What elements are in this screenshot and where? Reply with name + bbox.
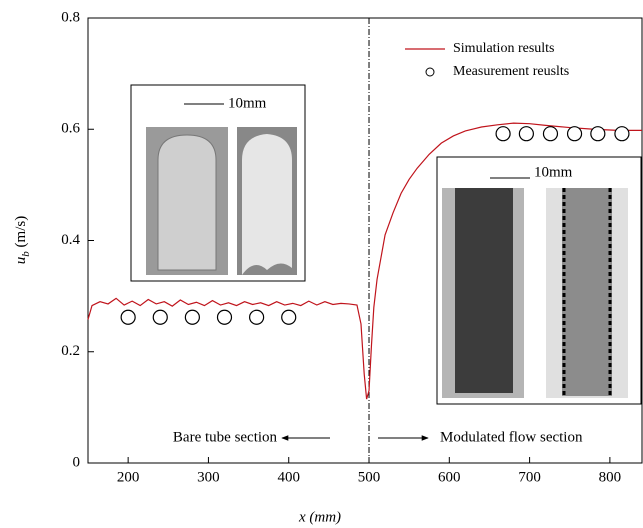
insets	[130, 84, 642, 405]
scale-label: 10mm	[534, 164, 573, 180]
x-tick-label: 300	[197, 469, 220, 485]
measurement-point	[120, 309, 136, 325]
y-tick-label: 0.4	[61, 232, 80, 248]
measurement-point	[518, 126, 534, 142]
measurement-point	[281, 309, 297, 325]
x-tick-label: 400	[277, 469, 300, 485]
scale-label: 10mm	[228, 95, 267, 111]
sim-line	[87, 122, 642, 400]
measurement-point	[216, 309, 233, 325]
annotation: Modulated flow section	[440, 429, 583, 445]
bubble-sim	[242, 134, 292, 275]
y-label-symbol: u	[13, 257, 29, 265]
x-tick-label: 600	[438, 469, 461, 485]
measurement-point	[152, 309, 168, 325]
x-axis-label: x (mm)	[298, 509, 341, 525]
measurement-point	[614, 126, 630, 142]
y-tick-label: 0.2	[61, 343, 80, 359]
annotation: Bare tube section	[173, 429, 278, 445]
legend-label: Measurement reuslts	[453, 64, 569, 79]
y-tick-label: 0.8	[61, 9, 80, 25]
x-tick-label: 800	[599, 469, 622, 485]
x-tick-label: 700	[518, 469, 541, 485]
legend-marker	[425, 67, 435, 77]
measurement-point	[184, 309, 200, 325]
measurement-point	[566, 126, 583, 142]
y-tick-label: 0	[73, 454, 81, 470]
y-label-unit: (m/s)	[13, 216, 29, 251]
y-axis-label: ub (m/s)	[13, 216, 31, 264]
measurement-point	[249, 309, 265, 325]
y-label-subscript: b	[20, 251, 32, 257]
bubble-photo	[157, 134, 217, 271]
measurement-point	[495, 126, 511, 142]
measurement-point	[590, 126, 606, 142]
slug-photo	[455, 188, 513, 393]
x-tick-label: 200	[117, 469, 140, 485]
slug-sim	[562, 188, 612, 396]
legend-label: Simulation results	[453, 41, 555, 56]
x-tick-label: 500	[358, 469, 381, 485]
measurement-point	[542, 126, 559, 142]
y-tick-label: 0.6	[61, 121, 80, 137]
